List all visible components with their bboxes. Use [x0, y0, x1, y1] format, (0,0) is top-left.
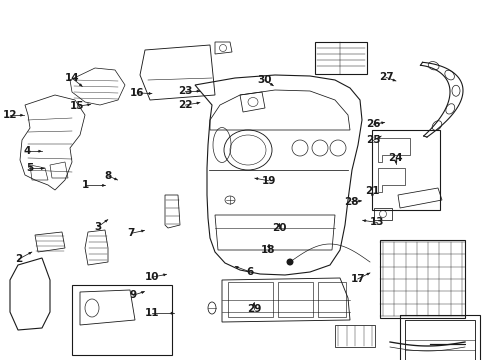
Text: 1: 1 [82, 180, 89, 190]
Text: 2: 2 [15, 254, 22, 264]
Bar [72, 285, 172, 355]
Bar [315, 42, 367, 74]
Text: 15: 15 [70, 101, 85, 111]
Text: 29: 29 [246, 304, 261, 314]
Text: 30: 30 [257, 75, 272, 85]
Text: 12: 12 [2, 110, 17, 120]
Circle shape [287, 258, 294, 266]
Text: 25: 25 [366, 135, 381, 145]
Text: 5: 5 [26, 163, 33, 174]
Text: 10: 10 [145, 272, 159, 282]
Text: 6: 6 [246, 267, 253, 277]
Text: 17: 17 [350, 274, 365, 284]
Text: 28: 28 [344, 197, 359, 207]
Text: 16: 16 [130, 88, 145, 98]
Text: 22: 22 [178, 100, 193, 110]
Text: 19: 19 [261, 176, 276, 186]
Bar [380, 240, 465, 318]
Text: 11: 11 [145, 308, 159, 318]
Bar [372, 130, 440, 210]
Text: 20: 20 [272, 222, 287, 233]
Text: 18: 18 [261, 245, 276, 255]
Bar [400, 315, 480, 360]
Bar [278, 282, 313, 317]
Text: 24: 24 [389, 153, 403, 163]
Text: 27: 27 [379, 72, 393, 82]
Text: 7: 7 [127, 228, 135, 238]
Text: 14: 14 [65, 73, 80, 84]
Text: 26: 26 [366, 119, 381, 129]
Text: 9: 9 [130, 290, 137, 300]
Text: 4: 4 [23, 146, 31, 156]
Text: 23: 23 [178, 86, 193, 96]
Text: 3: 3 [95, 222, 101, 232]
Bar [405, 320, 475, 360]
Text: 13: 13 [370, 217, 385, 228]
Text: 8: 8 [104, 171, 111, 181]
Bar [228, 282, 273, 317]
Bar [374, 208, 392, 220]
Bar [318, 282, 346, 317]
Bar [335, 325, 375, 347]
Text: 21: 21 [365, 186, 380, 196]
